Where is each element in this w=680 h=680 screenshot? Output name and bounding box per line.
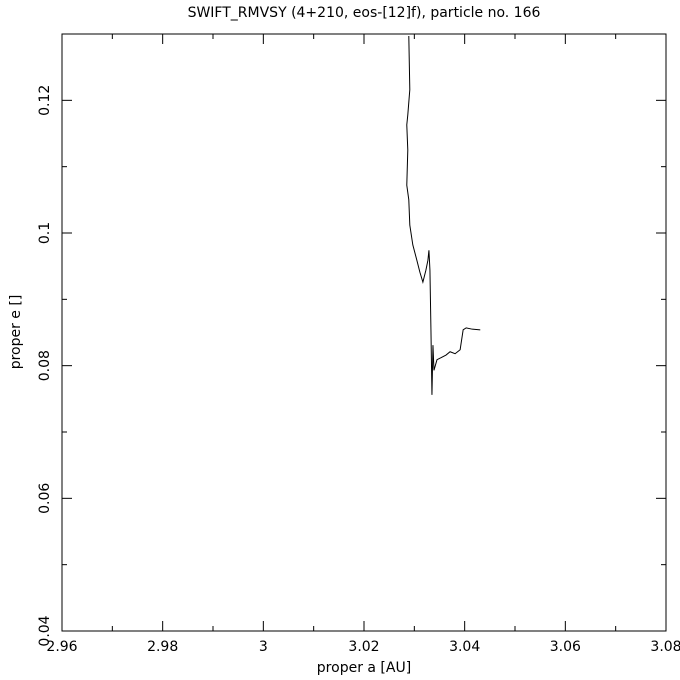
- x-tick-label: 3.08: [650, 639, 680, 655]
- y-tick-label: 0.04: [37, 615, 53, 646]
- x-tick-label: 3.06: [550, 639, 581, 655]
- x-tick-label: 3: [259, 639, 268, 655]
- x-tick-label: 2.98: [147, 639, 178, 655]
- y-tick-label: 0.08: [37, 350, 53, 381]
- x-tick-label: 3.04: [449, 639, 480, 655]
- x-axis-label: proper a [AU]: [317, 660, 411, 676]
- data-line: [406, 35, 481, 395]
- x-tick-label: 3.02: [348, 639, 379, 655]
- y-tick-label: 0.1: [37, 222, 53, 244]
- x-tick-label: 2.96: [46, 639, 77, 655]
- y-tick-label: 0.06: [37, 483, 53, 514]
- y-tick-label: 0.12: [37, 85, 53, 116]
- chart-title: SWIFT_RMVSY (4+210, eos-[12]f), particle…: [188, 5, 541, 21]
- y-axis-label: proper e []: [8, 295, 24, 370]
